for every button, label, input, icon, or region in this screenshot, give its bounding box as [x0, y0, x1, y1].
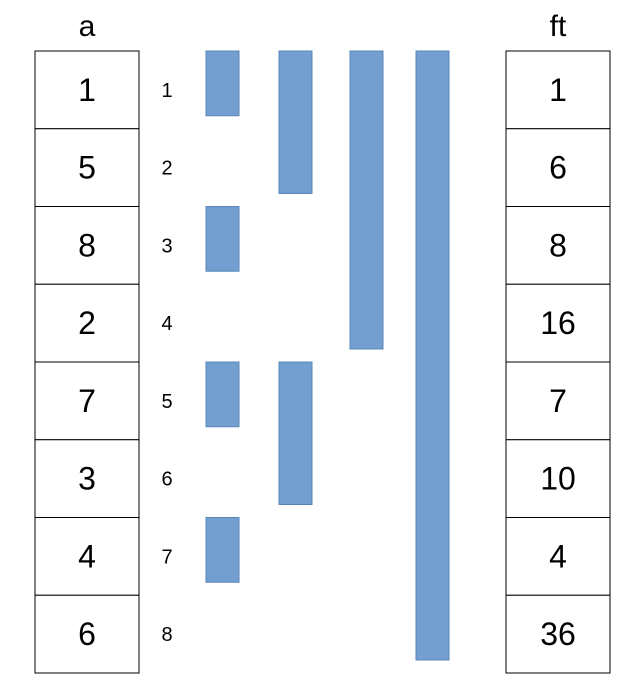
right-array-cell [505, 517, 611, 596]
right-array-cell-value: 1 [549, 72, 567, 108]
range-bar [278, 361, 313, 505]
right-array-cell [505, 439, 611, 518]
left-array-cell-value: 8 [78, 227, 96, 263]
range-bars [205, 50, 450, 661]
range-bar [278, 50, 313, 194]
left-array-cell-value: 4 [78, 538, 96, 574]
index-label: 5 [161, 391, 172, 413]
left-array-cell-value: 6 [78, 616, 96, 652]
index-label: 6 [161, 469, 172, 491]
left-array-cell [34, 206, 140, 285]
left-array-cell-value: 7 [78, 383, 96, 419]
index-label: 1 [161, 80, 172, 102]
right-array-cell-value: 10 [540, 461, 576, 497]
index-label: 4 [161, 313, 172, 335]
right-array-cell [505, 206, 611, 285]
right-array-cell-value: 6 [549, 150, 567, 186]
range-bar [415, 50, 450, 661]
left-array-cell-value: 1 [78, 72, 96, 108]
left-array: 1 5 8 2 7 3 4 6 [34, 50, 140, 674]
right-array-cell-value: 16 [540, 305, 576, 341]
index-label: 8 [161, 624, 172, 646]
left-array-cell-value: 5 [78, 150, 96, 186]
right-array-cell-value: 7 [549, 383, 567, 419]
left-array-cell [34, 50, 140, 130]
range-bar [205, 517, 240, 583]
index-label: 7 [161, 546, 172, 568]
left-array-cell [34, 283, 140, 363]
right-array-cell-value: 4 [549, 538, 567, 574]
left-array-cell-value: 3 [78, 461, 96, 497]
index-label: 3 [161, 235, 172, 257]
left-array-cell [34, 439, 140, 518]
right-array-cell-value: 36 [540, 616, 576, 652]
left-array-cell [34, 594, 140, 674]
range-bar [349, 50, 384, 350]
right-array-cell [505, 361, 611, 441]
right-column-title: ft [550, 10, 567, 43]
right-array-cell-value: 8 [549, 227, 567, 263]
left-array-cell [34, 128, 140, 207]
right-array-cell [505, 128, 611, 207]
left-array-cell-value: 2 [78, 305, 96, 341]
right-array-cell [505, 594, 611, 674]
right-array-cell [505, 283, 611, 363]
index-labels: 1 2 3 4 5 6 7 8 [161, 80, 172, 646]
left-array-cell [34, 361, 140, 441]
left-column-title: a [79, 10, 96, 43]
range-bar [205, 50, 240, 117]
range-bar [205, 206, 240, 272]
range-bar [205, 361, 240, 428]
index-label: 2 [161, 158, 172, 180]
